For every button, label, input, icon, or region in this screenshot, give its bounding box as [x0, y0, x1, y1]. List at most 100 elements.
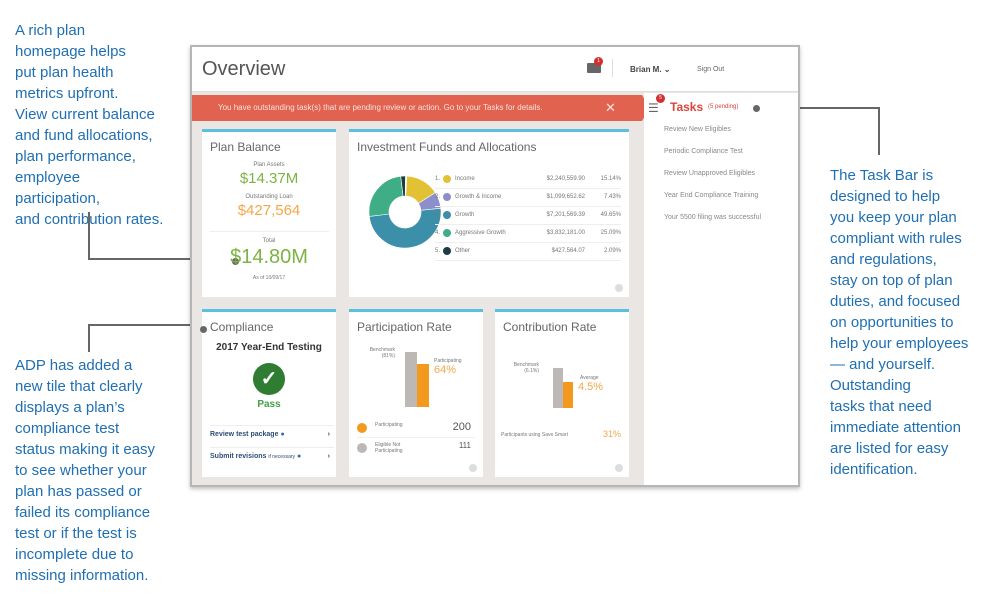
callout-compliance-tile: ADP has added a new tile that clearly disp… [15, 355, 155, 586]
user-menu[interactable]: Brian M. ⌄ [630, 65, 671, 74]
fund-color-dot [443, 175, 451, 183]
average-bar [563, 382, 573, 408]
callout-line: missing information. [15, 567, 149, 584]
save-smart-label: Participants using Save Smart [501, 432, 568, 438]
total-label: Total [262, 238, 276, 244]
callout-line: plan has passed or [15, 483, 142, 500]
fund-amount: $1,099,652.62 [546, 194, 585, 200]
callout-line: employee [15, 169, 81, 186]
task-item[interactable]: Year End Compliance Training [664, 192, 759, 199]
task-item[interactable]: Review New Eligibles [664, 126, 731, 133]
fund-color-dot [443, 211, 451, 219]
tile-title: Participation Rate [357, 320, 452, 334]
submit-revisions-link[interactable]: Submit revisions if necessary ● › [210, 447, 334, 460]
callout-plan-homepage: A rich plan homepage helps put plan health… [15, 20, 163, 230]
tasks-badge: 5 [656, 94, 665, 103]
callout-line: plan performance, [15, 148, 136, 165]
callout-line: displays a plan’s [15, 399, 125, 416]
callout-line: new tile that clearly [15, 378, 143, 395]
tasks-pending: (5 pending) [708, 104, 739, 110]
fund-color-dot [443, 229, 451, 237]
participation-row: Participating 200 [357, 420, 475, 438]
callout-line: and fund allocations, [15, 127, 153, 144]
testing-title: 2017 Year-End Testing [216, 342, 322, 353]
callout-line: and regulations, [830, 251, 937, 268]
fund-color-dot [443, 247, 451, 255]
contribution-rate-tile: Contribution Rate Benchmark (6.1%) Averag… [495, 309, 629, 477]
callout-line: tasks that need [830, 398, 932, 415]
callout-dot [200, 326, 207, 333]
callout-line: The Task Bar is [830, 167, 934, 184]
fund-name: Other [455, 248, 471, 254]
plan-assets: $14.37M [239, 170, 299, 187]
info-icon[interactable] [469, 464, 477, 472]
fund-row: 1. Income $2,240,559.90 15.14% [435, 172, 621, 189]
connector-line [878, 107, 880, 155]
connector-line [88, 324, 90, 352]
callout-line: participation, [15, 190, 101, 207]
callout-line: identification. [830, 461, 918, 478]
info-icon[interactable] [615, 284, 623, 292]
fund-percent: 15.14% [600, 176, 621, 182]
task-item[interactable]: Review Unapproved Eligibles [664, 170, 756, 177]
plan-balance-tile: Plan Balance Plan Assets $14.37M Outstan… [202, 129, 336, 297]
loan-label: Outstanding Loan [245, 194, 293, 200]
participating-value: 64% [434, 364, 457, 376]
total-balance: $14.80M [230, 246, 308, 268]
task-bar: ☰ 5 Tasks (5 pending) Review New Eligibl… [644, 93, 798, 485]
list-icon[interactable]: ☰ [648, 101, 659, 115]
row-label: Participating [375, 422, 403, 428]
link-note: if necessary [268, 454, 296, 460]
info-icon: ● [280, 431, 285, 438]
tile-title: Contribution Rate [503, 320, 597, 334]
callout-line: status making it easy [15, 441, 156, 458]
callout-line: you keep your plan [830, 209, 957, 226]
donut-slice-other [400, 175, 406, 197]
fund-row: 4. Aggressive Growth $3,832,181.00 25.09% [435, 226, 621, 243]
callout-line: ADP has added a [15, 357, 133, 374]
callout-line: compliant with rules [830, 230, 962, 247]
link-label: Submit revisions [210, 453, 267, 460]
benchmark-bar [405, 352, 417, 407]
user-name: Brian M. [630, 65, 662, 74]
divider [612, 59, 613, 77]
benchmark-value: (6.1%) [524, 368, 539, 374]
row-label: Eligible Not Participating [375, 442, 403, 454]
participating-label: Participating [434, 358, 462, 364]
callout-line: stay on top of plan [830, 272, 953, 289]
fund-amount: $3,832,181.00 [546, 230, 585, 236]
fund-number: 4. [435, 230, 441, 236]
connector-line [88, 258, 226, 260]
task-item[interactable]: Periodic Compliance Test [664, 148, 743, 155]
callout-line: compliance test [15, 420, 120, 437]
alert-text: You have outstanding task(s) that are pe… [218, 103, 543, 112]
participation-row: Eligible Not Participating 111 [357, 440, 475, 458]
mail-icon[interactable] [587, 63, 601, 73]
fund-name: Growth [455, 212, 475, 218]
tasks-title[interactable]: Tasks [670, 100, 704, 114]
participating-bar [417, 364, 429, 407]
benchmark-label: Benchmark (81%) [359, 347, 395, 359]
callout-line: designed to help [830, 188, 941, 205]
chevron-down-icon: ⌄ [663, 65, 671, 74]
task-item[interactable]: Your 5500 filing was successful [664, 214, 762, 221]
callout-line: immediate attention [830, 419, 961, 436]
donut-slice-growth [368, 207, 442, 249]
close-icon[interactable]: ✕ [605, 100, 616, 115]
average-label: Average [580, 375, 599, 381]
fund-amount: $427,564.07 [551, 248, 585, 254]
callout-line: — and yourself. [830, 356, 936, 373]
row-count: 200 [452, 421, 471, 433]
sign-out-link[interactable]: Sign Out [697, 66, 725, 73]
fund-amount: $2,240,559.90 [546, 176, 585, 182]
callout-line: on opportunities to [830, 314, 954, 331]
callout-line: to see whether your [15, 462, 147, 479]
fund-row: 5. Other $427,564.07 2.09% [435, 244, 621, 261]
callout-line: homepage helps [15, 43, 126, 60]
row-count: 111 [458, 441, 471, 450]
fund-percent: 25.09% [600, 230, 621, 236]
benchmark-label: Benchmark (6.1%) [503, 362, 539, 374]
review-test-package-link[interactable]: Review test package ● › [210, 425, 334, 438]
info-icon[interactable] [615, 464, 623, 472]
allocation-donut-chart [368, 175, 442, 249]
